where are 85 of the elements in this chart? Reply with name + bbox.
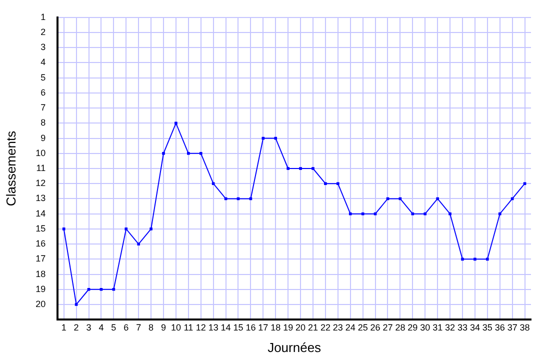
x-tick-label: 19: [283, 322, 294, 332]
y-tick-label: 20: [36, 298, 46, 309]
x-tick-label: 15: [233, 322, 244, 332]
y-tick-label: 7: [40, 102, 46, 113]
x-tick-label: 4: [98, 322, 104, 332]
x-tick-label: 3: [86, 322, 92, 332]
x-axis-title: Journées: [268, 340, 322, 355]
x-tick-label: 22: [320, 322, 330, 332]
point: [461, 258, 464, 261]
x-tick-label: 38: [520, 322, 530, 332]
y-tick-label: 19: [36, 284, 46, 294]
y-tick-label: 9: [40, 132, 46, 143]
point: [523, 182, 526, 186]
y-tick-label: 11: [36, 162, 46, 173]
y-tick-label: 12: [36, 178, 46, 188]
x-tick-label: 24: [345, 322, 356, 332]
x-tick-label: 35: [482, 322, 492, 332]
point: [87, 288, 90, 291]
point: [336, 182, 340, 186]
point: [424, 212, 427, 216]
x-tick-label: 1: [61, 322, 66, 332]
point: [74, 303, 78, 306]
point: [112, 288, 116, 291]
point: [100, 288, 103, 291]
point: [498, 212, 502, 216]
x-tick-label: 17: [258, 322, 268, 332]
x-tick-label: 2: [74, 322, 79, 332]
x-tick-label: 26: [370, 322, 380, 332]
x-tick-label: 21: [308, 322, 318, 332]
x-tick-label: 20: [296, 322, 306, 332]
x-tick-label: 18: [270, 322, 281, 332]
x-tick-label: 32: [445, 322, 456, 332]
x-tick-label: 29: [408, 322, 418, 332]
x-tick-label: 6: [124, 322, 129, 332]
point: [187, 152, 190, 155]
point: [124, 228, 128, 230]
y-tick-label: 5: [40, 72, 46, 82]
x-tick-label: 30: [420, 322, 430, 332]
point: [324, 182, 327, 186]
x-tick-label: 9: [160, 322, 166, 332]
y-tick-label: 8: [40, 118, 46, 128]
point: [62, 228, 66, 230]
point: [274, 136, 278, 140]
x-tick-label: 7: [136, 322, 142, 332]
x-tick-label: 11: [184, 322, 194, 332]
y-tick-label: 6: [40, 87, 46, 98]
x-tick-label: 16: [246, 322, 256, 332]
y-tick-label: 13: [36, 193, 46, 204]
point: [212, 182, 215, 186]
x-tick-label: 28: [395, 322, 406, 332]
x-tick-label: 27: [382, 322, 393, 332]
point: [348, 212, 352, 216]
x-tick-label: 33: [457, 322, 468, 332]
point: [486, 258, 489, 261]
x-tick-label: 13: [208, 322, 218, 332]
point: [174, 122, 178, 125]
y-tick-label: 3: [40, 42, 46, 52]
y-tick-label: 10: [36, 148, 46, 158]
x-tick-label: 34: [470, 322, 480, 332]
point: [262, 136, 265, 140]
x-tick-label: 23: [332, 322, 343, 332]
x-tick-label: 8: [148, 322, 154, 332]
x-tick-label: 36: [494, 322, 505, 332]
y-tick-label: 18: [36, 268, 46, 279]
x-tick-label: 25: [358, 322, 368, 332]
x-tick-label: 12: [196, 322, 206, 332]
x-tick-label: 37: [507, 322, 518, 332]
y-tick-label: 4: [40, 57, 46, 68]
x-tick-label: 31: [432, 322, 443, 332]
point: [474, 258, 476, 261]
x-tick-label: 5: [111, 322, 116, 332]
point: [199, 152, 202, 155]
y-tick-label: 15: [36, 223, 46, 234]
x-tick-label: 10: [170, 322, 181, 332]
point: [448, 212, 452, 216]
y-tick-label: 16: [36, 238, 46, 249]
y-tick-label: 14: [36, 208, 46, 218]
point: [162, 152, 165, 155]
point: [436, 197, 439, 200]
point: [411, 212, 414, 216]
x-tick-label: 14: [220, 322, 231, 332]
y-tick-label: 2: [40, 26, 46, 37]
y-tick-label: 1: [40, 12, 46, 22]
y-axis-title: Classements: [3, 130, 18, 206]
y-tick-label: 17: [36, 254, 46, 264]
